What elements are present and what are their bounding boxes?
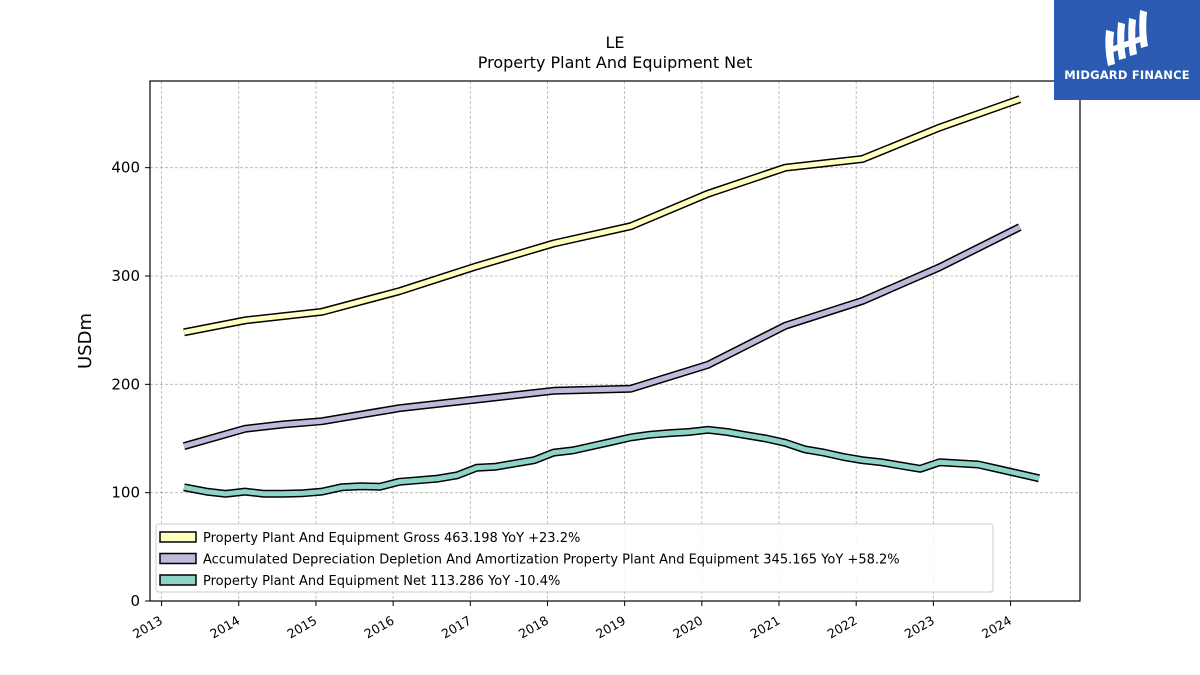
- grid: [150, 81, 1080, 602]
- x-tick-label: 2019: [593, 613, 628, 642]
- x-tick-label: 2018: [516, 613, 551, 642]
- x-tick-label: 2022: [825, 613, 860, 642]
- x-tick-label: 2024: [979, 613, 1014, 642]
- y-axis: 0 100 200 300 400: [111, 159, 150, 610]
- legend-label-1: Accumulated Depreciation Depletion And A…: [203, 553, 900, 568]
- y-tick-label: 100: [111, 484, 140, 502]
- x-tick-label: 2016: [362, 613, 397, 642]
- x-tick-label: 2020: [670, 613, 705, 642]
- legend-box: [155, 523, 994, 593]
- chart-title: LE: [605, 33, 624, 52]
- legend-swatch-2: [159, 574, 197, 586]
- y-axis-label: USDm: [75, 313, 96, 369]
- logo-text: MIDGARD FINANCE: [1064, 68, 1190, 82]
- chart-subtitle: Property Plant And Equipment Net: [478, 53, 753, 72]
- series-line-1: [183, 224, 1021, 449]
- series-lines: [182, 95, 1040, 498]
- x-axis: 2013 2014 2015 2016 2017 2018 2019 2020 2021 2022…: [130, 601, 1014, 642]
- y-tick-label: 0: [130, 592, 140, 610]
- y-tick-label: 300: [111, 267, 140, 285]
- x-tick-label: 2017: [439, 613, 474, 642]
- legend-swatch-0: [159, 531, 197, 543]
- y-tick-label: 400: [111, 159, 140, 177]
- x-tick-label: 2015: [284, 613, 319, 642]
- x-tick-label: 2014: [207, 613, 242, 642]
- brand-logo: MIDGARD FINANCE: [1054, 0, 1200, 100]
- legend-label-0: Property Plant And Equipment Gross 463.1…: [203, 531, 580, 546]
- y-tick-label: 200: [111, 375, 140, 393]
- legend-label-2: Property Plant And Equipment Net 113.286…: [203, 574, 560, 589]
- series-line-2: [183, 427, 1040, 497]
- x-tick-label: 2013: [130, 613, 165, 642]
- series-outline-0: [183, 95, 1022, 337]
- logo-mark-icon: [1105, 10, 1148, 66]
- legend: Property Plant And Equipment Gross 463.1…: [155, 523, 994, 593]
- series-outline-1: [182, 223, 1022, 450]
- x-tick-label: 2023: [902, 613, 937, 642]
- legend-swatch-1: [159, 552, 197, 565]
- plot-frame: [149, 80, 1081, 602]
- x-tick-label: 2021: [747, 613, 782, 642]
- series-line-0: [183, 96, 1021, 335]
